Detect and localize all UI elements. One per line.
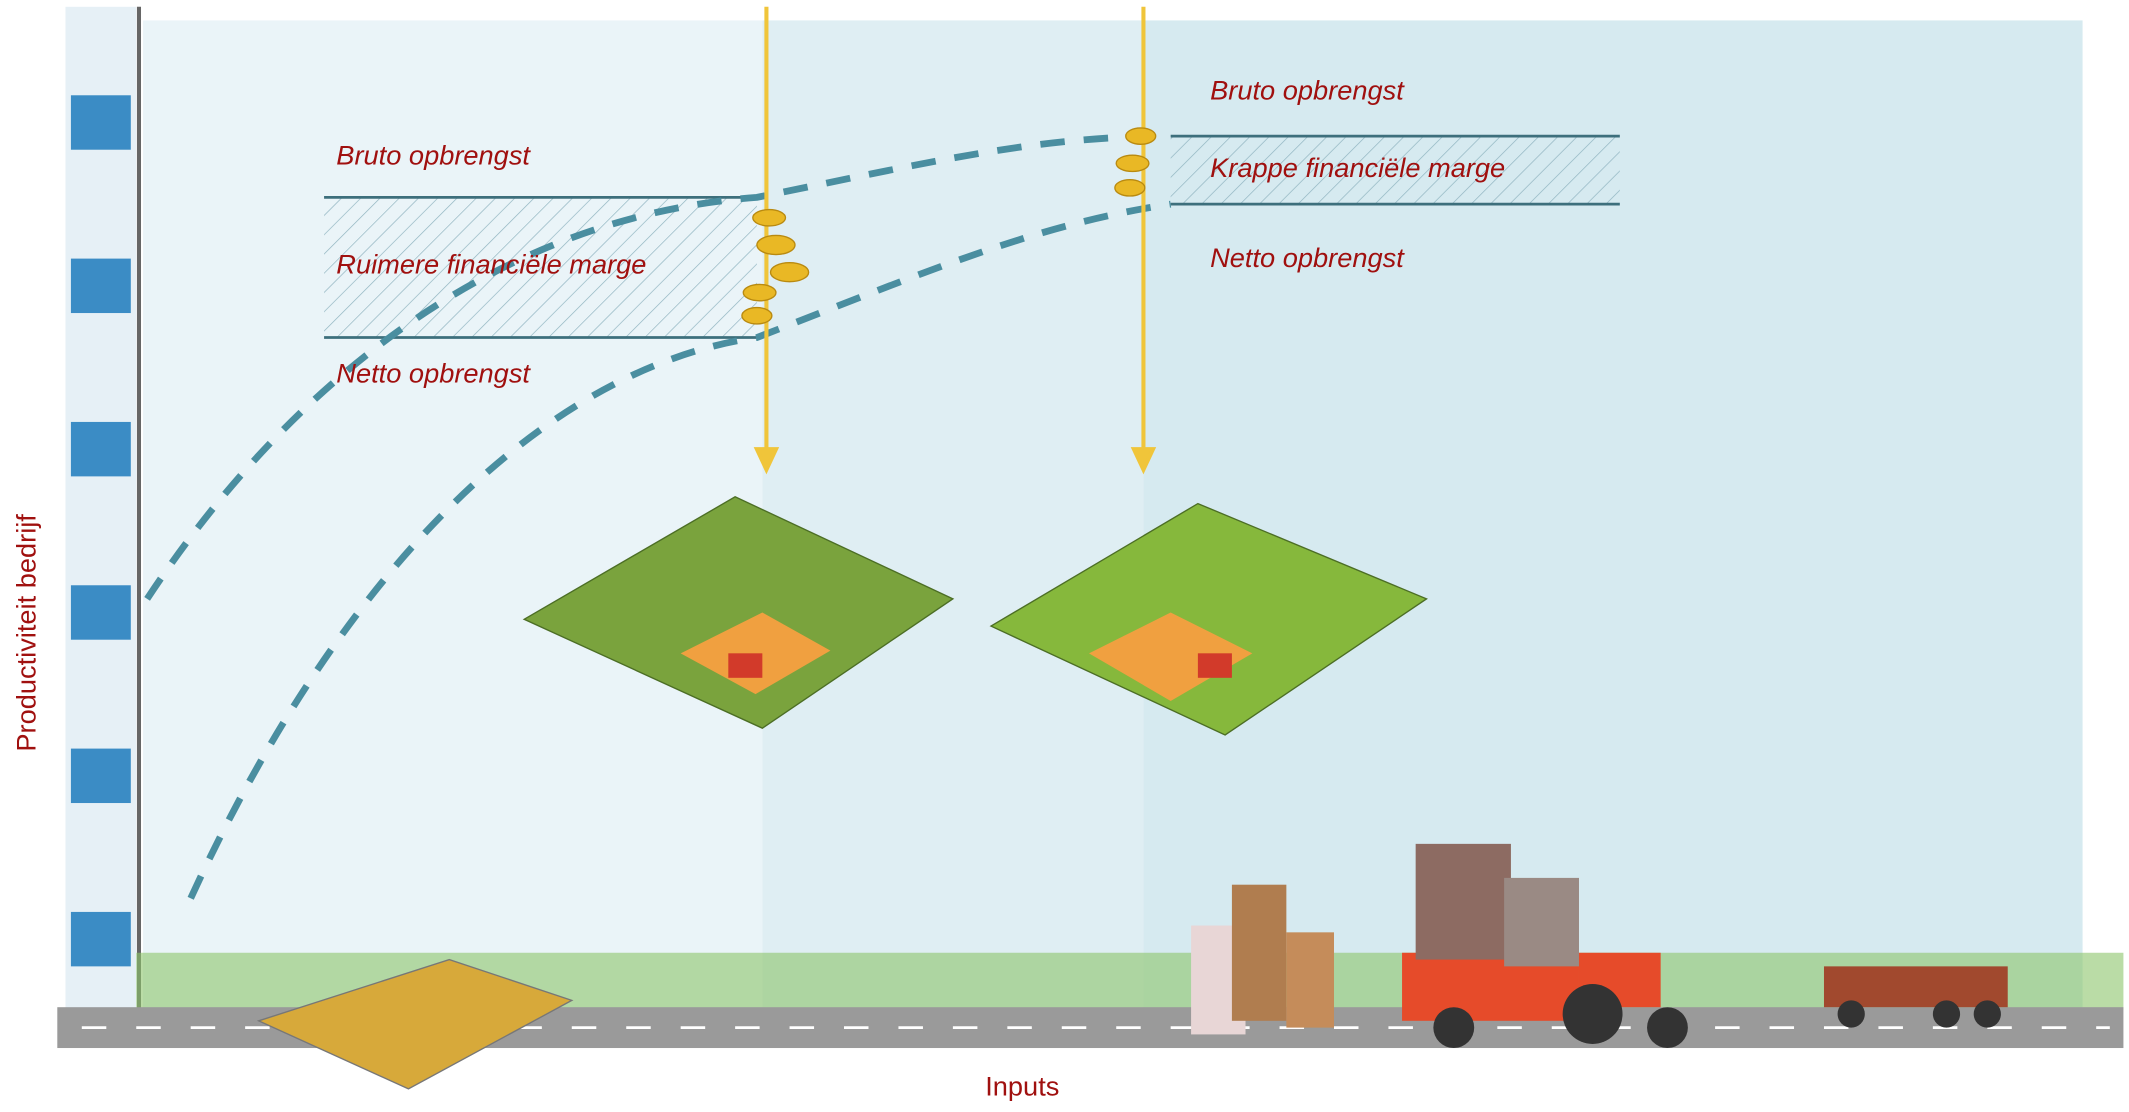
zone-mid [762, 20, 1143, 1014]
diagram: Bruto opbrengst Ruimere financiële marge… [0, 0, 2129, 1112]
net-label: Netto opbrengst [336, 357, 531, 388]
margin-label: Krappe financiële marge [1210, 152, 1505, 183]
gross-label: Bruto opbrengst [1210, 74, 1405, 105]
x-axis-label: Inputs [985, 1071, 1059, 1102]
y-axis-label: Productiviteit bedrijf [11, 514, 42, 752]
margin-label: Ruimere financiële marge [336, 249, 646, 280]
milk-cartons [65, 7, 138, 1014]
gross-label: Bruto opbrengst [336, 140, 531, 171]
net-label: Netto opbrengst [1210, 242, 1405, 273]
